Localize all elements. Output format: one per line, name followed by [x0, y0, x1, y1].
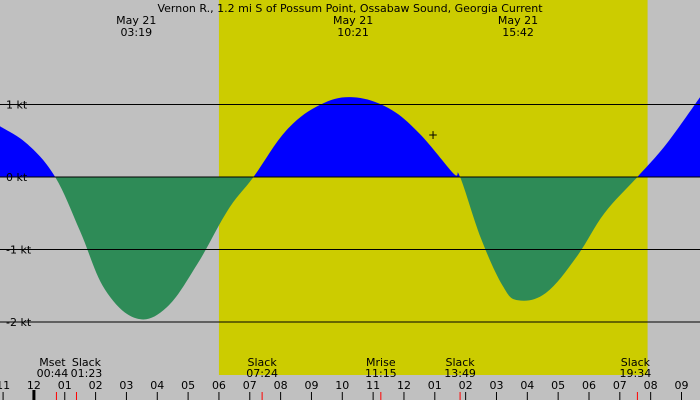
x-tick-label: 03	[489, 379, 503, 392]
x-tick-label: 05	[551, 379, 565, 392]
extremum-date-label: May 21	[498, 14, 538, 27]
x-tick-label: 01	[428, 379, 442, 392]
ebb-current-area	[0, 177, 700, 320]
y-gridlines	[0, 104, 700, 323]
x-tick-label: 10	[335, 379, 349, 392]
x-tick-label: 07	[613, 379, 627, 392]
event-label: Slack	[445, 356, 475, 369]
x-tick-label: 12	[27, 379, 41, 392]
event-label: Mset	[39, 356, 66, 369]
event-label: Mrise	[366, 356, 396, 369]
event-time: 07:24	[246, 367, 278, 380]
x-tick-label: 08	[644, 379, 658, 392]
extremum-date-label: May 21	[333, 14, 373, 27]
y-tick-label: 0 kt	[6, 171, 28, 184]
x-tick-label: 05	[181, 379, 195, 392]
event-time: 13:49	[444, 367, 476, 380]
x-tick-label: 01	[58, 379, 72, 392]
x-tick-label: 04	[150, 379, 164, 392]
current-areas	[0, 97, 700, 320]
extremum-time-label: 03:19	[120, 26, 152, 39]
cursor-crosshair-icon: +	[428, 128, 438, 142]
y-tick-label: -1 kt	[6, 244, 32, 257]
x-tick-label: 03	[119, 379, 133, 392]
event-time: 19:34	[620, 367, 652, 380]
event-label: Slack	[248, 356, 278, 369]
flood-current-area	[0, 97, 700, 177]
x-tick-label: 11	[0, 379, 10, 392]
event-label: Slack	[72, 356, 102, 369]
x-tick-label: 04	[520, 379, 534, 392]
x-tick-label: 02	[459, 379, 473, 392]
x-tick-label: 02	[89, 379, 103, 392]
x-tick-label: 11	[366, 379, 380, 392]
x-tick-label: 09	[674, 379, 688, 392]
x-tick-label: 08	[274, 379, 288, 392]
event-label: Slack	[621, 356, 651, 369]
extremum-date-label: May 21	[116, 14, 156, 27]
y-tick-label: 1 kt	[6, 99, 28, 112]
x-tick-label: 07	[243, 379, 257, 392]
y-axis-labels: 1 kt 0 kt -1 kt -2 kt	[6, 99, 32, 330]
event-time: 01:23	[71, 367, 103, 380]
x-axis-ticks: 11 12 01 02 03 04 05 06 07 08 09 10 11 12 01 02 03 04 05 06…	[0, 379, 688, 400]
extremum-time-label: 10:21	[337, 26, 369, 39]
y-tick-label: -2 kt	[6, 316, 32, 329]
event-time: 11:15	[365, 367, 397, 380]
x-tick-label: 06	[582, 379, 596, 392]
x-tick-label: 06	[212, 379, 226, 392]
chart-title: Vernon R., 1.2 mi S of Possum Point, Oss…	[157, 2, 543, 15]
extremum-time-label: 15:42	[502, 26, 534, 39]
x-tick-label: 09	[304, 379, 318, 392]
event-labels: Mset00:44Slack01:23Slack07:24Mrise11:15S…	[37, 356, 652, 400]
event-time: 00:44	[37, 367, 69, 380]
x-tick-label: 12	[397, 379, 411, 392]
